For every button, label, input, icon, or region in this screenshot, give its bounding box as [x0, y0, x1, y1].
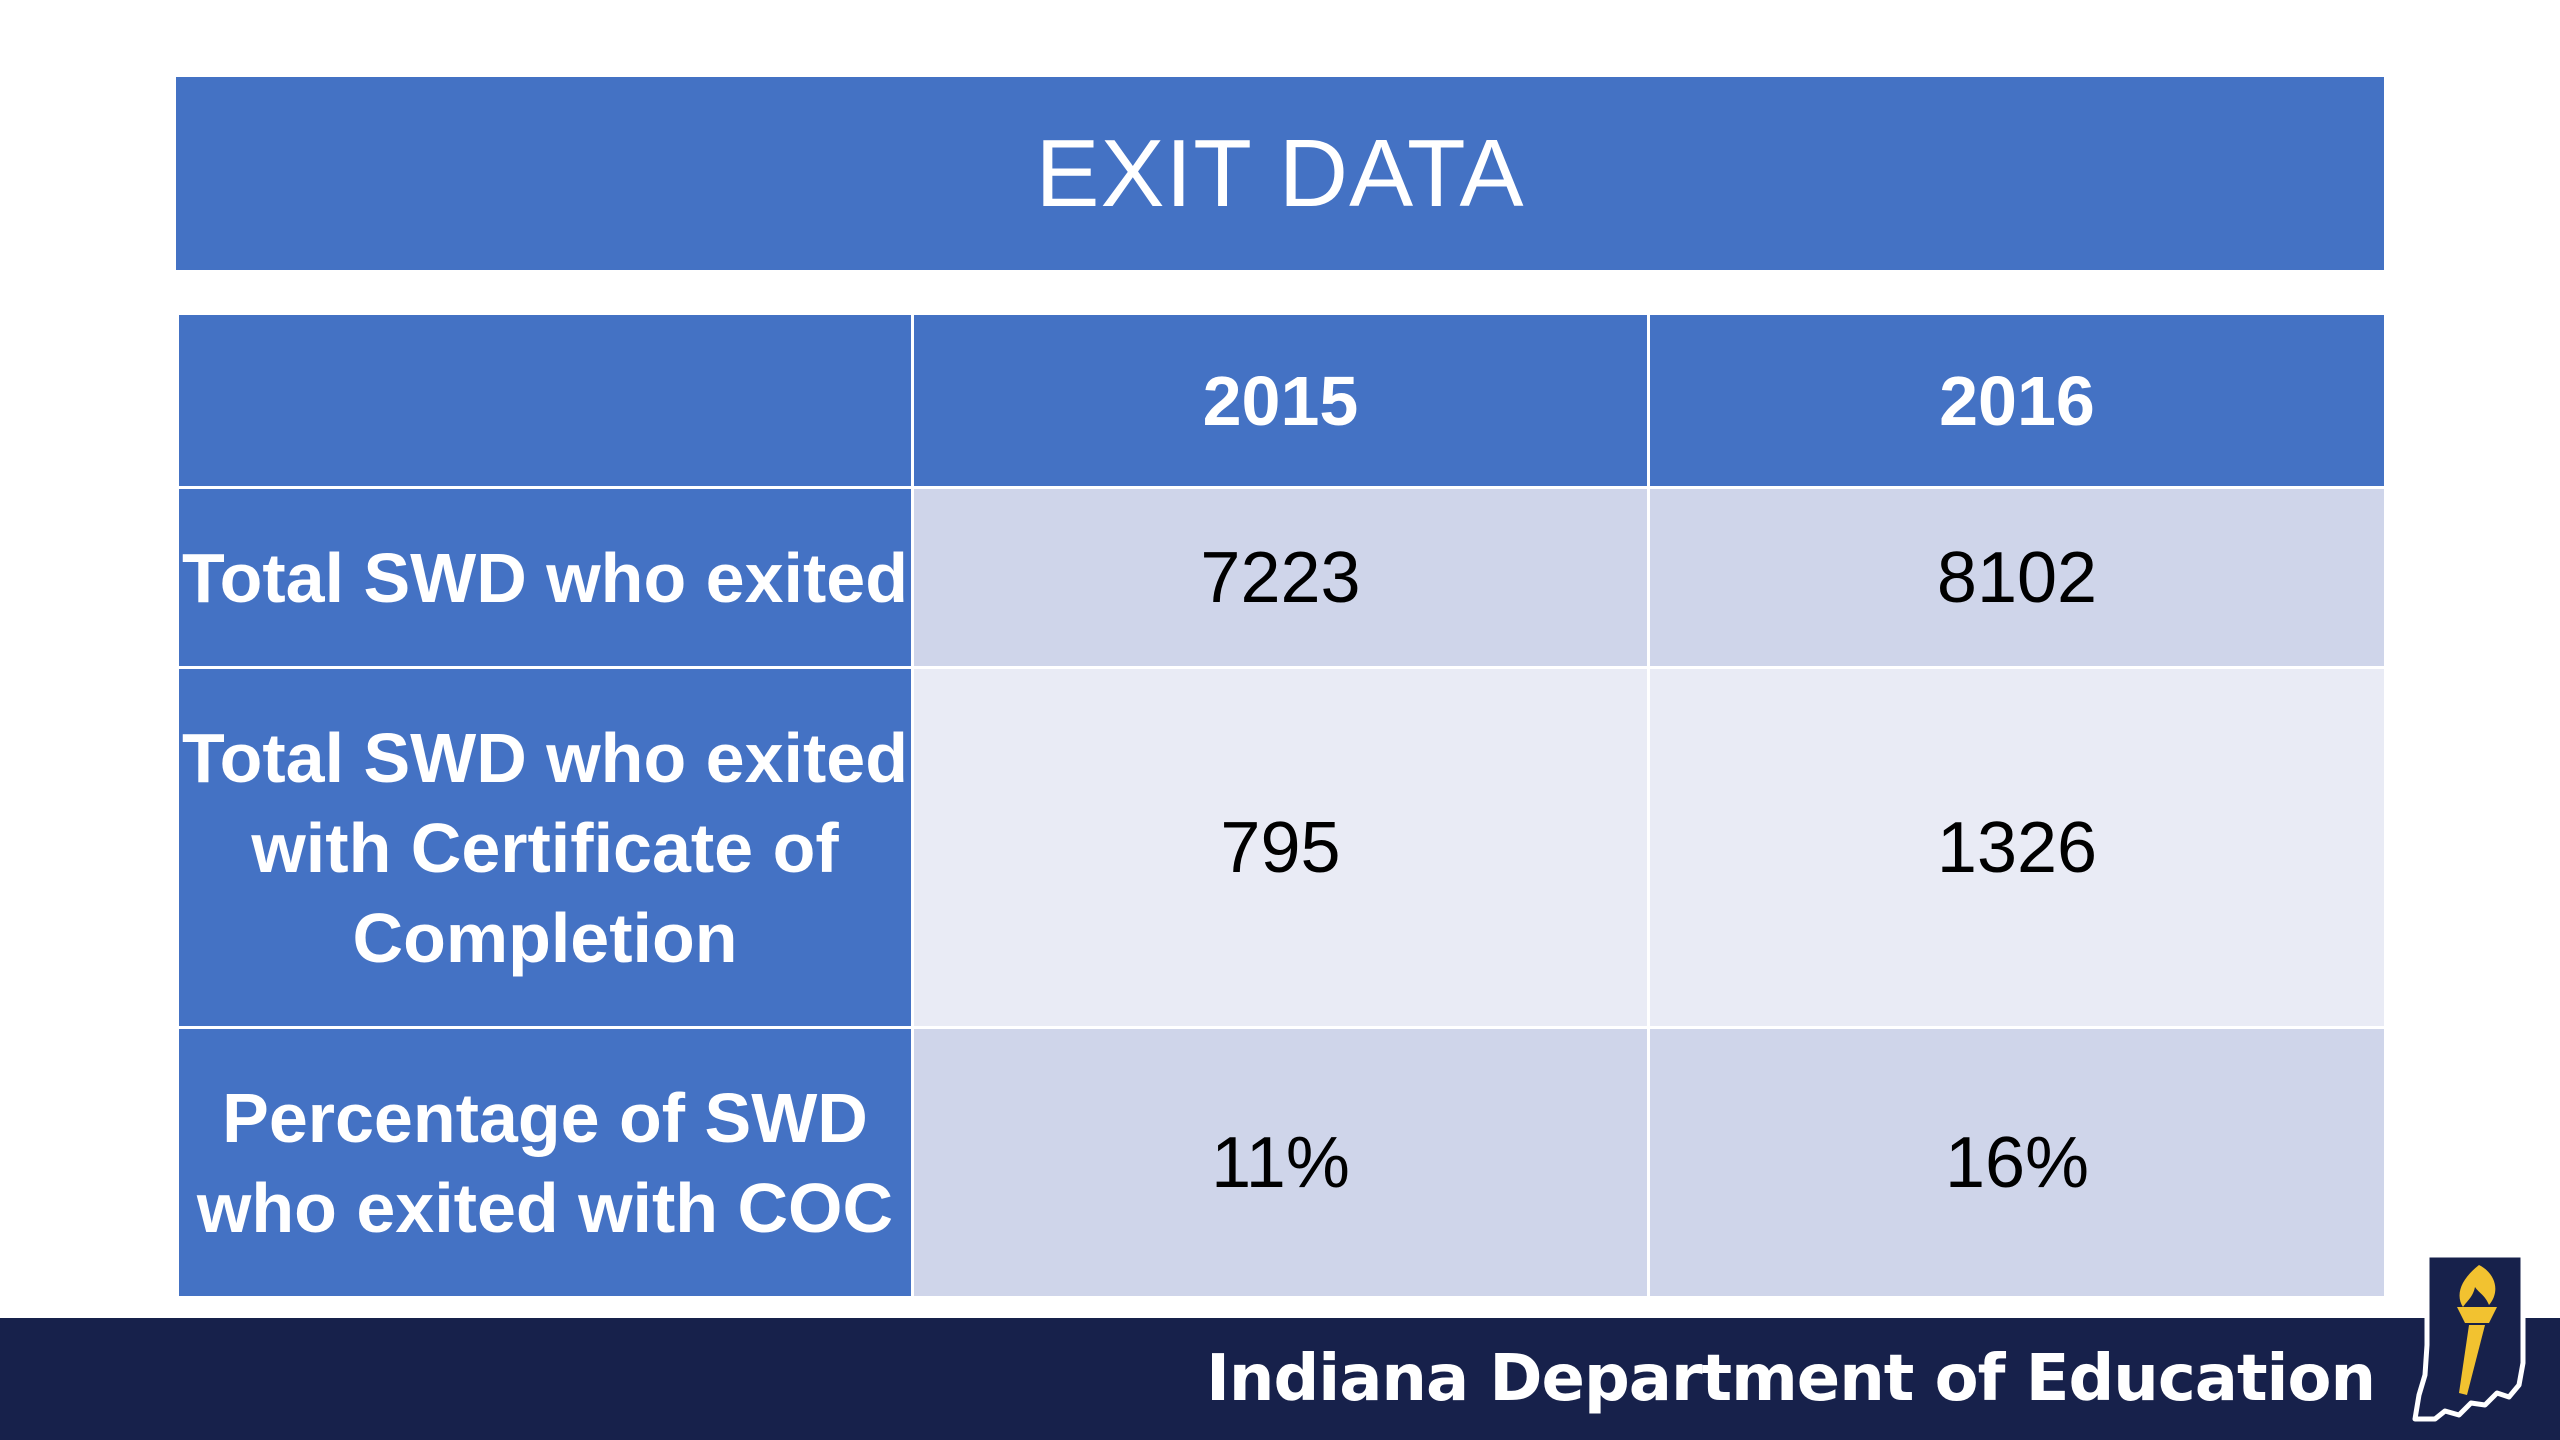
- table-cell: 16%: [1647, 1026, 2387, 1299]
- table-header-row: 2015 2016: [176, 312, 2387, 489]
- exit-data-table: 2015 2016 Total SWD who exited 7223 8102…: [176, 312, 2387, 1299]
- indiana-torch-logo-icon: [2412, 1252, 2526, 1422]
- table-row: Percentage of SWD who exited with COC 11…: [176, 1026, 2387, 1299]
- row-label: Total SWD who exited: [176, 486, 914, 669]
- header-cell-empty: [176, 312, 914, 489]
- row-label: Percentage of SWD who exited with COC: [176, 1026, 914, 1299]
- header-cell-2016: 2016: [1647, 312, 2387, 489]
- title-bar: EXIT DATA: [176, 77, 2384, 270]
- footer-bar: Indiana Department of Education: [0, 1318, 2560, 1440]
- header-cell-2015: 2015: [911, 312, 1650, 489]
- table-cell: 1326: [1647, 666, 2387, 1029]
- table-cell: 11%: [911, 1026, 1650, 1299]
- table-cell: 7223: [911, 486, 1650, 669]
- slide-title: EXIT DATA: [1035, 119, 1525, 227]
- row-label: Total SWD who exited with Certificate of…: [176, 666, 914, 1029]
- table-cell: 795: [911, 666, 1650, 1029]
- table-row: Total SWD who exited 7223 8102: [176, 486, 2387, 669]
- table-cell: 8102: [1647, 486, 2387, 669]
- organization-name: Indiana Department of Education: [1206, 1342, 2376, 1416]
- table-row: Total SWD who exited with Certificate of…: [176, 666, 2387, 1029]
